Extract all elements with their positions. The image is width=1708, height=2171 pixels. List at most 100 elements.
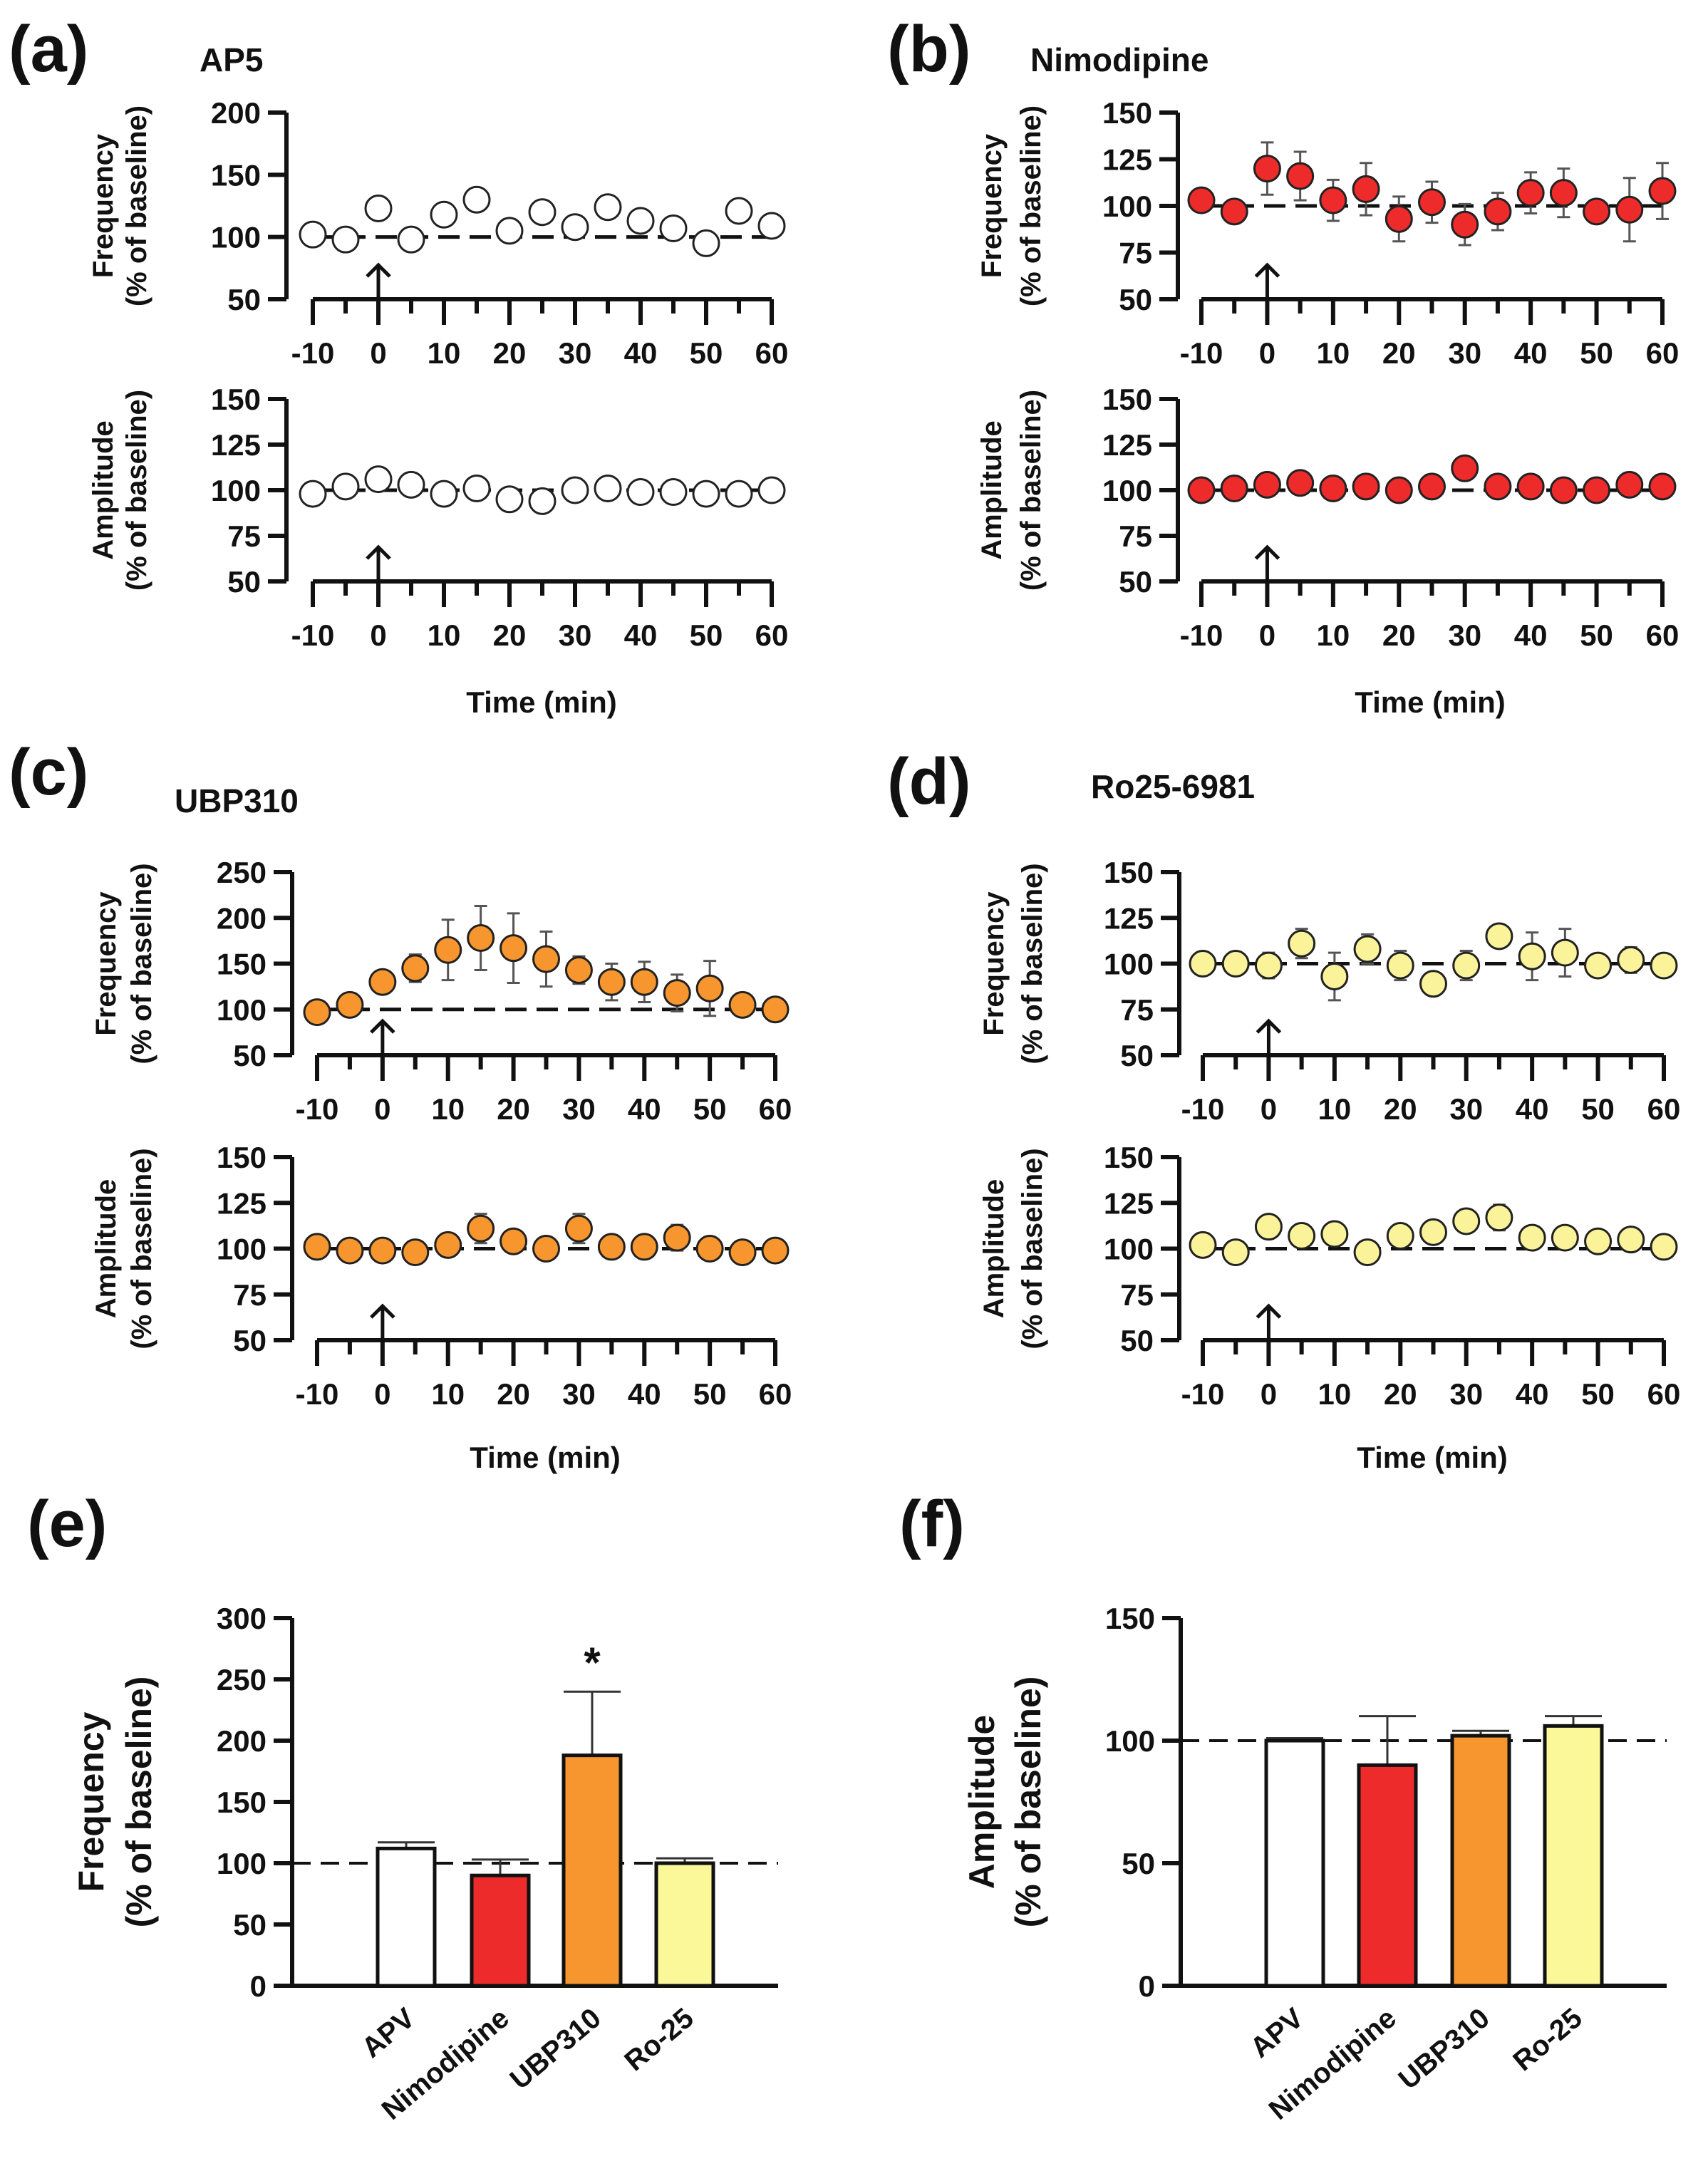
panel-d-title: Ro25-6981 bbox=[1091, 768, 1255, 805]
x-tick-label: 30 bbox=[1449, 1092, 1483, 1126]
x-axis-label: Time (min) bbox=[466, 685, 617, 719]
x-tick-label: 10 bbox=[428, 618, 461, 652]
data-point bbox=[1288, 1222, 1316, 1250]
x-tick-label: 50 bbox=[690, 618, 723, 652]
x-tick-label: 0 bbox=[374, 1377, 390, 1411]
data-point bbox=[1352, 175, 1380, 203]
bar-ro-25 bbox=[654, 1861, 715, 1988]
data-point bbox=[500, 934, 528, 963]
data-point bbox=[331, 472, 360, 501]
x-tick-label: 30 bbox=[562, 1377, 596, 1411]
data-point bbox=[1615, 195, 1644, 224]
data-point bbox=[303, 1233, 331, 1261]
data-point bbox=[761, 995, 790, 1024]
data-point bbox=[1253, 155, 1281, 183]
data-point bbox=[1615, 470, 1644, 499]
data-point bbox=[495, 217, 524, 245]
y-tick-label: 50 bbox=[1119, 283, 1152, 316]
data-point bbox=[401, 1238, 430, 1267]
data-point bbox=[532, 1235, 560, 1263]
y-tick-label: 100 bbox=[211, 221, 261, 254]
data-point bbox=[462, 474, 491, 502]
data-point bbox=[1518, 1223, 1546, 1252]
x-tick-label: 30 bbox=[1448, 336, 1481, 370]
y-tick-label: 150 bbox=[211, 383, 261, 416]
category-label: UBP310 bbox=[504, 2002, 607, 2095]
panel-a-letter: (a) bbox=[9, 13, 88, 86]
y-axis-label: (% of baseline) bbox=[1015, 105, 1047, 306]
panel-a-title: AP5 bbox=[200, 41, 263, 78]
y-axis-label: (% of baseline) bbox=[126, 1148, 157, 1349]
data-point bbox=[500, 1227, 528, 1255]
x-tick-label: 40 bbox=[1516, 1377, 1549, 1411]
application-arrow-icon bbox=[366, 544, 391, 581]
category-label: APV bbox=[356, 2002, 421, 2064]
y-axis-label: Frequency bbox=[978, 891, 1010, 1036]
x-tick-label: 0 bbox=[370, 336, 386, 370]
data-point bbox=[1451, 210, 1479, 239]
y-tick-label: 50 bbox=[1120, 1039, 1154, 1072]
y-axis-label: Frequency bbox=[90, 891, 122, 1036]
x-tick-label: 0 bbox=[1261, 1092, 1277, 1126]
data-point bbox=[1648, 472, 1677, 501]
y-tick-label: 150 bbox=[1104, 1141, 1154, 1174]
data-point bbox=[1485, 922, 1513, 950]
data-point bbox=[1648, 177, 1677, 205]
data-point bbox=[1221, 950, 1250, 978]
chart-e: 0 50 100 150 200 250 300 Frequency (% of baselin… bbox=[71, 1602, 778, 2126]
data-point bbox=[1551, 1223, 1579, 1252]
y-tick-label: 150 bbox=[1105, 1602, 1155, 1635]
x-tick-label: 0 bbox=[1259, 618, 1275, 652]
x-tick-label: 40 bbox=[624, 618, 658, 652]
data-point bbox=[692, 480, 720, 508]
data-point bbox=[594, 474, 622, 502]
y-tick-label: 75 bbox=[1120, 1278, 1154, 1312]
y-axis-label: (% of baseline) bbox=[1017, 1148, 1048, 1349]
data-point bbox=[561, 213, 589, 242]
data-point bbox=[692, 229, 720, 257]
x-tick-label: -10 bbox=[1180, 618, 1223, 652]
panel-c-title: UBP310 bbox=[175, 782, 299, 819]
x-tick-label: 20 bbox=[493, 618, 527, 652]
x-tick-label: 30 bbox=[1448, 618, 1481, 652]
data-point bbox=[564, 955, 593, 984]
x-tick-label: -10 bbox=[296, 1092, 339, 1126]
x-tick-label: -10 bbox=[1181, 1377, 1225, 1411]
x-tick-label: 60 bbox=[759, 1092, 792, 1126]
data-point bbox=[630, 1233, 658, 1261]
x-tick-label: 10 bbox=[1316, 336, 1350, 370]
y-tick-label: 50 bbox=[233, 1039, 266, 1072]
y-axis-label: (% of baseline) bbox=[1008, 1677, 1048, 1928]
significance-marker: * bbox=[584, 1639, 601, 1686]
y-tick-label: 75 bbox=[227, 519, 261, 553]
y-tick-label: 100 bbox=[1104, 1233, 1154, 1266]
data-point bbox=[364, 194, 393, 222]
data-point bbox=[1516, 179, 1545, 207]
x-tick-label: -10 bbox=[296, 1377, 339, 1411]
x-tick-label: 40 bbox=[628, 1092, 661, 1126]
data-point bbox=[1451, 454, 1479, 482]
y-tick-label: 75 bbox=[1119, 519, 1152, 553]
x-tick-label: 40 bbox=[1514, 336, 1548, 370]
y-tick-label: 125 bbox=[1102, 143, 1152, 177]
data-point bbox=[1384, 476, 1413, 504]
data-point bbox=[1254, 951, 1283, 980]
data-point bbox=[1220, 474, 1248, 502]
data-point bbox=[364, 465, 393, 494]
y-axis-label: Amplitude bbox=[976, 420, 1008, 560]
y-tick-label: 100 bbox=[217, 1233, 266, 1266]
data-point bbox=[757, 476, 786, 504]
y-tick-label: 150 bbox=[217, 948, 266, 981]
data-point bbox=[462, 185, 491, 214]
y-axis-label: Amplitude bbox=[962, 1715, 1002, 1889]
y-tick-label: 250 bbox=[217, 1663, 266, 1696]
application-arrow-icon bbox=[1256, 1018, 1282, 1055]
x-tick-label: 60 bbox=[1646, 618, 1679, 652]
data-point bbox=[532, 945, 560, 973]
data-point bbox=[1288, 929, 1316, 958]
data-point bbox=[695, 974, 724, 1002]
x-tick-label: 20 bbox=[1382, 618, 1416, 652]
data-point bbox=[1319, 186, 1347, 214]
